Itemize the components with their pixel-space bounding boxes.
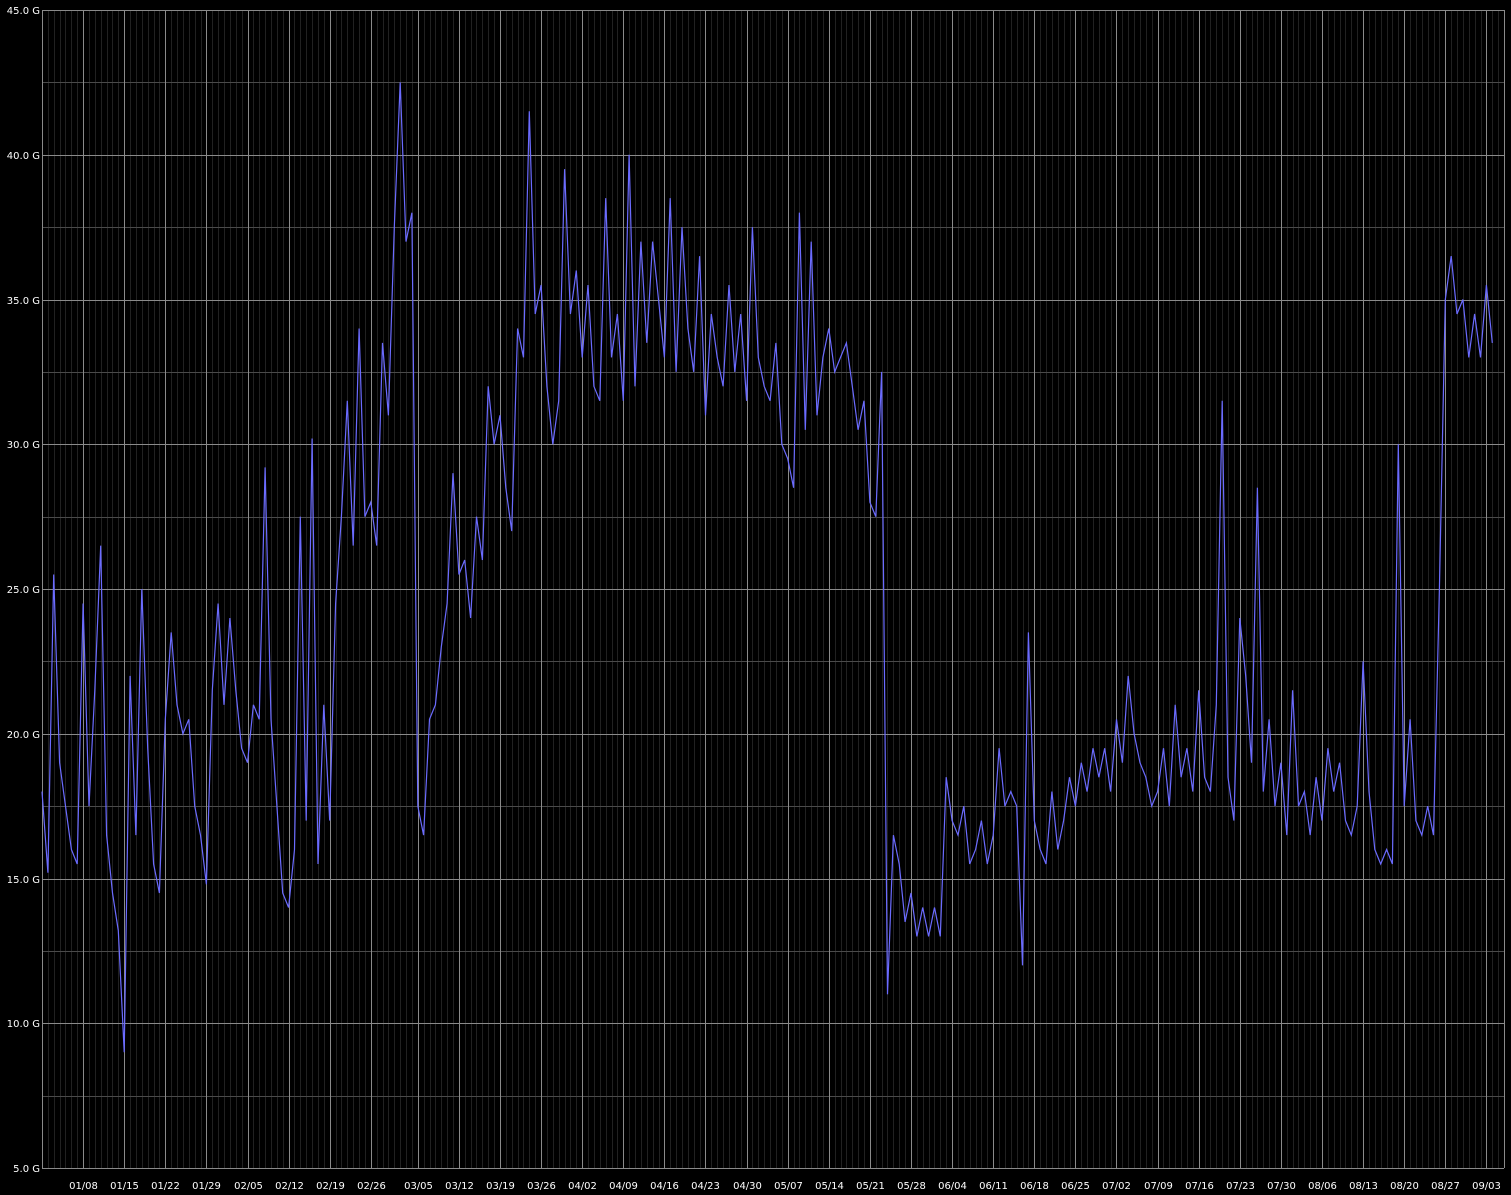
y-tick-label: 5.0 G <box>13 1164 40 1175</box>
x-tick-label: 08/06 <box>1308 1181 1337 1192</box>
x-tick-label: 08/13 <box>1349 1181 1378 1192</box>
x-tick-label: 06/18 <box>1020 1181 1049 1192</box>
y-axis-tick-labels: 5.0 G 10.0 G 15.0 G 20.0 G 25.0 G 30.0 G 35.0 … <box>7 6 40 1175</box>
x-tick-label: 01/15 <box>110 1181 139 1192</box>
x-tick-label: 07/09 <box>1144 1181 1173 1192</box>
x-tick-label: 04/23 <box>691 1181 720 1192</box>
x-tick-label: 02/19 <box>316 1181 345 1192</box>
y-tick-label: 25.0 G <box>7 585 40 596</box>
y-tick-label: 40.0 G <box>7 151 40 162</box>
x-tick-label: 01/29 <box>192 1181 221 1192</box>
x-tick-label: 06/11 <box>979 1181 1008 1192</box>
y-tick-label: 20.0 G <box>7 730 40 741</box>
x-axis-tick-labels: 01/08 01/15 01/22 01/29 02/05 02/12 02/19 02/26… <box>69 1181 1501 1192</box>
x-tick-label: 08/27 <box>1431 1181 1460 1192</box>
x-tick-label: 06/04 <box>938 1181 967 1192</box>
x-tick-label: 09/03 <box>1472 1181 1501 1192</box>
series-line <box>41 82 1493 1053</box>
x-tick-label: 03/05 <box>404 1181 433 1192</box>
x-tick-label: 07/30 <box>1267 1181 1296 1192</box>
y-tick-label: 15.0 G <box>7 875 40 886</box>
x-tick-label: 05/07 <box>774 1181 803 1192</box>
x-tick-label: 03/26 <box>527 1181 556 1192</box>
x-tick-label: 07/23 <box>1226 1181 1255 1192</box>
x-tick-label: 08/20 <box>1390 1181 1419 1192</box>
y-tick-label: 10.0 G <box>7 1019 40 1030</box>
x-tick-label: 02/05 <box>234 1181 263 1192</box>
x-tick-label: 05/14 <box>815 1181 844 1192</box>
x-tick-label: 05/21 <box>856 1181 885 1192</box>
x-tick-label: 04/30 <box>733 1181 762 1192</box>
x-tick-label: 02/12 <box>275 1181 304 1192</box>
x-tick-label: 02/26 <box>357 1181 386 1192</box>
x-tick-label: 05/28 <box>897 1181 926 1192</box>
x-tick-label: 04/16 <box>650 1181 679 1192</box>
major-gridlines <box>42 10 1505 1169</box>
x-tick-label: 01/22 <box>151 1181 180 1192</box>
x-tick-label: 04/02 <box>568 1181 597 1192</box>
y-tick-label: 45.0 G <box>7 6 40 17</box>
x-tick-label: 01/08 <box>69 1181 98 1192</box>
y-tick-label: 30.0 G <box>7 440 40 451</box>
x-tick-label: 07/16 <box>1185 1181 1214 1192</box>
y-tick-label: 35.0 G <box>7 296 40 307</box>
x-tick-label: 04/09 <box>609 1181 638 1192</box>
x-tick-label: 07/02 <box>1102 1181 1131 1192</box>
x-tick-label: 03/12 <box>445 1181 474 1192</box>
x-tick-label: 03/19 <box>486 1181 515 1192</box>
x-tick-label: 06/25 <box>1061 1181 1090 1192</box>
